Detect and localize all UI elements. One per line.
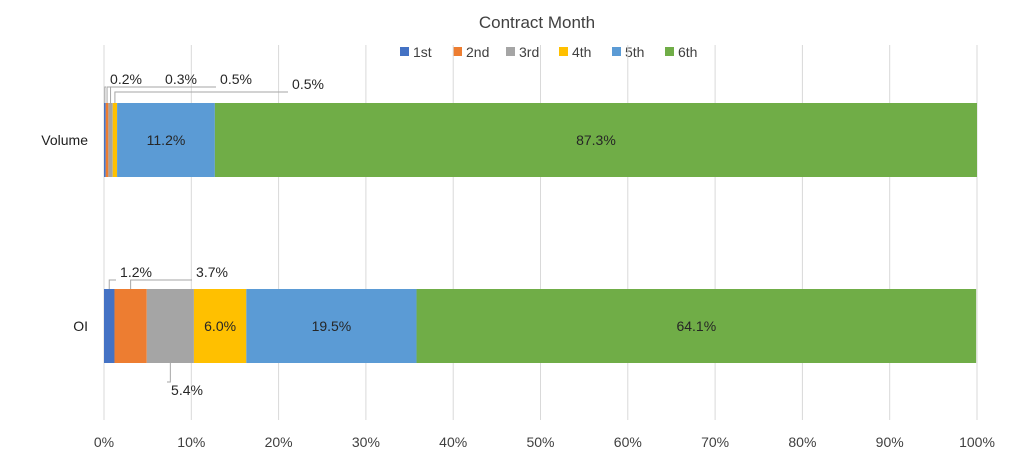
data-label: 19.5% (312, 318, 352, 334)
bar-segment (416, 289, 977, 363)
category-label: OI (73, 318, 88, 334)
x-axis-ticks: 0% 10% 20% 30% 40% 50% 60% 70% 80% 90% 100% (94, 434, 995, 450)
x-tick-label: 90% (876, 434, 904, 450)
bar-segment (104, 289, 115, 363)
data-label: 11.2% (147, 132, 186, 148)
bar-segment (114, 289, 147, 363)
legend-label: 6th (678, 44, 697, 60)
legend-swatch (506, 47, 515, 56)
bar-segment (104, 103, 106, 177)
bar-segment (246, 289, 417, 363)
leader-line (167, 363, 171, 383)
data-label: 5.4% (171, 382, 203, 398)
legend-label: 2nd (466, 44, 489, 60)
category-labels: Volume OI (41, 132, 88, 334)
legend-swatch (665, 47, 674, 56)
gridlines (103, 45, 978, 420)
bar-segment (214, 103, 978, 177)
data-label: 64.1% (676, 318, 716, 334)
bar-segment (108, 103, 113, 177)
legend-label: 5th (625, 44, 644, 60)
data-label: 0.3% (165, 71, 197, 87)
x-tick-label: 60% (614, 434, 642, 450)
x-tick-label: 50% (526, 434, 554, 450)
category-label: Volume (41, 132, 88, 148)
leader-line (110, 86, 216, 103)
x-tick-label: 80% (788, 434, 816, 450)
bar-segment (193, 289, 247, 363)
x-tick-label: 30% (352, 434, 380, 450)
x-tick-label: 70% (701, 434, 729, 450)
data-label: 0.5% (292, 76, 324, 92)
legend-swatch (559, 47, 568, 56)
legend-swatch (400, 47, 409, 56)
legend-swatch (453, 47, 462, 56)
data-label: 3.7% (196, 264, 228, 280)
data-label: 0.2% (110, 71, 142, 87)
leader-line (114, 91, 288, 103)
data-label: 6.0% (204, 318, 236, 334)
leader-line (108, 279, 116, 289)
x-tick-label: 40% (439, 434, 467, 450)
leader-lines (104, 86, 288, 383)
legend: 1st 2nd 3rd 4th 5th 6th (400, 44, 697, 60)
chart-title: Contract Month (479, 13, 595, 32)
data-label: 87.3% (576, 132, 616, 148)
x-tick-label: 10% (177, 434, 205, 450)
x-tick-label: 100% (959, 434, 995, 450)
leader-line (130, 279, 192, 289)
legend-label: 4th (572, 44, 591, 60)
bars (104, 103, 978, 363)
legend-swatch (612, 47, 621, 56)
leader-line (104, 86, 106, 103)
legend-label: 3rd (519, 44, 539, 60)
data-label: 1.2% (120, 264, 152, 280)
data-labels: 0.2% 0.3% 0.5% 0.5% 11.2% 87.3% 1.2% 3.7% 5.4% 6.… (110, 71, 716, 398)
bar-segment (146, 289, 194, 363)
data-label: 0.5% (220, 71, 252, 87)
bar-segment (105, 103, 109, 177)
x-tick-label: 0% (94, 434, 114, 450)
bar-segment (117, 103, 215, 177)
x-tick-label: 20% (265, 434, 293, 450)
legend-label: 1st (413, 44, 432, 60)
bar-segment (112, 103, 118, 177)
